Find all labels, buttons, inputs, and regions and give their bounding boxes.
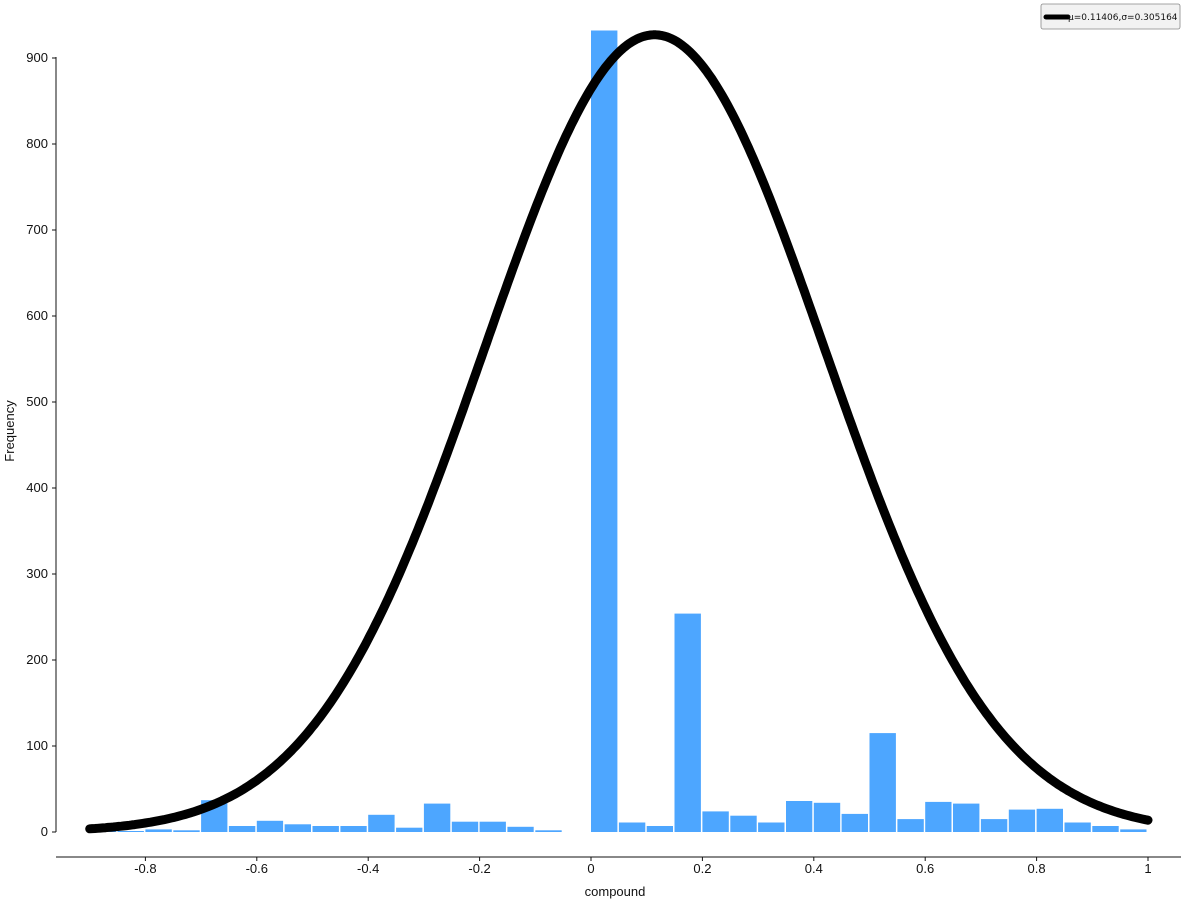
histogram-bar (1064, 822, 1091, 832)
legend: μ=0.11406,σ=0.305164 (1040, 3, 1181, 30)
x-tick-label: -0.4 (357, 861, 379, 876)
x-tick-label: 0.8 (1028, 861, 1046, 876)
histogram-bar (507, 826, 534, 832)
y-tick-label: 200 (26, 652, 48, 667)
histogram-bar (451, 821, 479, 832)
x-axis-title: compound (585, 884, 646, 899)
histogram-bar (925, 801, 952, 832)
histogram-bar (730, 815, 757, 832)
legend-label: μ=0.11406,σ=0.305164 (1068, 13, 1178, 23)
histogram-bar (145, 829, 172, 832)
histogram-bar (1008, 809, 1036, 832)
histogram-bar (841, 813, 868, 832)
histogram-bar (1120, 829, 1147, 832)
histogram-bar (340, 826, 367, 832)
histogram-bar (396, 827, 423, 832)
histogram-bar (423, 803, 451, 832)
histogram-bar (618, 822, 646, 832)
histogram-bar (591, 30, 618, 832)
histogram-bar (869, 733, 896, 832)
y-tick-label: 100 (26, 738, 48, 753)
histogram-bar (674, 613, 701, 832)
y-tick-label: 300 (26, 566, 48, 581)
histogram-bar (117, 831, 144, 832)
y-tick-label: 600 (26, 308, 48, 323)
histogram-bar (368, 814, 395, 832)
x-tick-label: 0.6 (916, 861, 934, 876)
y-tick-label: 800 (26, 136, 48, 151)
normal-fit-curve (85, 30, 1153, 834)
x-tick-label: -0.8 (134, 861, 156, 876)
histogram-bar (228, 826, 256, 832)
x-tick-label: -0.2 (468, 861, 490, 876)
y-axis: 0 100 200 300 400 500 600 700 800 900 (26, 50, 57, 839)
histogram-bar (173, 830, 200, 832)
y-tick-label: 0 (41, 824, 48, 839)
y-axis-title: Frequency (2, 400, 17, 462)
histogram-bar (1036, 808, 1063, 832)
histogram-bar (786, 801, 813, 832)
y-tick-label: 400 (26, 480, 48, 495)
histogram-bar (953, 803, 980, 832)
histogram-bar (646, 826, 673, 832)
y-tick-label: 700 (26, 222, 48, 237)
histogram-bar (758, 822, 785, 832)
histogram-bar (1092, 826, 1119, 832)
x-tick-label: 0 (587, 861, 594, 876)
histogram-bar (535, 830, 562, 832)
x-tick-label: 0.2 (693, 861, 711, 876)
histogram-bar (256, 820, 284, 832)
x-axis: -0.8 -0.6 -0.4 -0.2 0 0.2 0.4 0.6 0.8 1 (56, 856, 1181, 876)
histogram-bar (980, 819, 1008, 832)
y-tick-label: 500 (26, 394, 48, 409)
histogram-bar (813, 802, 841, 832)
legend-box (1040, 3, 1181, 30)
x-tick-label: -0.6 (246, 861, 268, 876)
histogram-bar (702, 811, 729, 832)
histogram-bars (89, 30, 1147, 832)
y-tick-label: 900 (26, 50, 48, 65)
histogram-bar (312, 826, 339, 832)
histogram-bar (479, 821, 506, 832)
histogram-bar (284, 824, 311, 832)
x-tick-label: 0.4 (805, 861, 823, 876)
x-tick-label: 1 (1144, 861, 1151, 876)
histogram-bar (897, 819, 924, 832)
